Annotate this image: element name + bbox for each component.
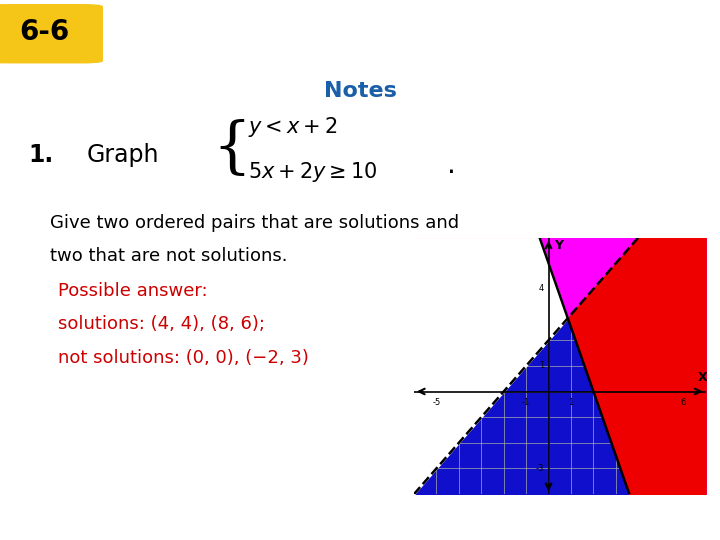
Text: -1: -1	[522, 398, 530, 407]
Text: $y < x + 2$: $y < x + 2$	[248, 115, 338, 139]
Text: X: X	[698, 371, 707, 384]
Text: 4: 4	[539, 285, 544, 293]
Text: Notes: Notes	[323, 81, 397, 101]
Text: 1: 1	[539, 361, 544, 370]
Text: two that are not solutions.: two that are not solutions.	[50, 247, 288, 265]
Text: {: {	[212, 119, 251, 179]
Text: 1: 1	[568, 398, 574, 407]
Text: 6-6: 6-6	[19, 18, 70, 46]
Text: Give two ordered pairs that are solutions and: Give two ordered pairs that are solution…	[50, 214, 459, 232]
Text: 1.: 1.	[29, 143, 54, 167]
Text: Graph: Graph	[86, 143, 159, 167]
FancyBboxPatch shape	[0, 5, 102, 63]
Text: Possible answer:: Possible answer:	[58, 282, 207, 300]
Text: Solving Systems of Linear Inequalities: Solving Systems of Linear Inequalities	[140, 21, 681, 44]
Text: solutions: (4, 4), (8, 6);: solutions: (4, 4), (8, 6);	[58, 315, 265, 334]
Text: Holt Algebra 1: Holt Algebra 1	[14, 518, 115, 532]
Text: -5: -5	[432, 398, 441, 407]
Text: Y: Y	[554, 239, 563, 252]
Text: -3: -3	[536, 464, 544, 473]
Text: 6: 6	[680, 398, 686, 407]
Text: $5x + 2y \geq 10$: $5x + 2y \geq 10$	[248, 159, 378, 184]
Text: $\cdot$: $\cdot$	[446, 158, 454, 186]
Text: not solutions: (0, 0), (−2, 3): not solutions: (0, 0), (−2, 3)	[58, 349, 308, 367]
Text: Copyright © by Holt, Rinehart and Winston. All Rights Reserved.: Copyright © by Holt, Rinehart and Winsto…	[391, 520, 706, 530]
